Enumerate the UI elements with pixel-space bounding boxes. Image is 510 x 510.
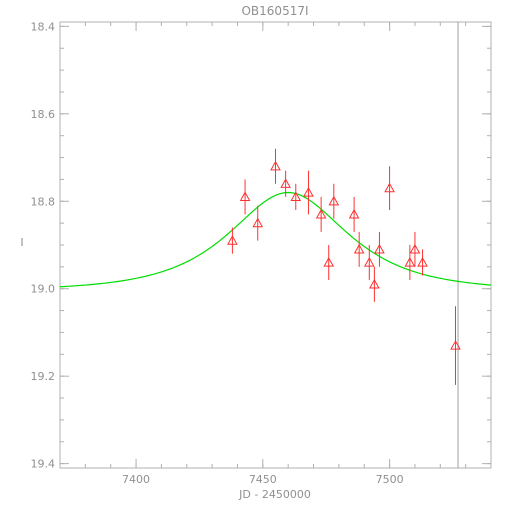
data-point-triangle	[239, 191, 251, 202]
y-tick-label: 19.4	[31, 458, 56, 471]
data-point-triangle	[409, 243, 421, 254]
data-points-layer	[227, 148, 461, 385]
x-tick-label: 7450	[249, 473, 277, 486]
model-curve-layer	[59, 191, 492, 288]
data-point-triangle	[450, 340, 461, 350]
y-axis-label: I	[20, 236, 23, 249]
y-tick-label: 18.8	[31, 195, 56, 208]
y-tick-label: 19.2	[31, 370, 56, 383]
data-point-triangle	[280, 178, 291, 188]
data-point-triangle	[303, 186, 314, 197]
data-point-triangle	[353, 243, 365, 254]
y-tick-label: 18.6	[31, 108, 56, 121]
data-point-triangle	[417, 256, 428, 267]
model-curve	[59, 191, 492, 288]
data-point-triangle	[323, 256, 335, 267]
x-tick-label: 7400	[122, 473, 150, 486]
data-point-triangle	[270, 160, 281, 171]
y-tick-label: 18.4	[31, 20, 56, 33]
data-point-triangle	[328, 195, 340, 206]
x-tick-label: 7500	[376, 473, 404, 486]
data-point-triangle	[404, 256, 416, 267]
plot-axes: 7400 7450 7500 18.4 18.6 18.8 19.0 19.2 19.4	[31, 20, 492, 486]
plot-frame	[59, 21, 492, 469]
data-point-triangle	[252, 217, 264, 228]
chart-title: OB160517I	[241, 4, 308, 18]
data-point-triangle	[227, 235, 238, 245]
data-point-triangle	[369, 278, 380, 289]
data-point-triangle	[315, 208, 327, 219]
data-point-triangle	[290, 191, 302, 202]
x-axis-label: JD - 2450000	[238, 488, 311, 501]
y-tick-label: 19.0	[31, 283, 56, 296]
data-point-triangle	[363, 256, 375, 267]
data-point-triangle	[374, 243, 385, 254]
data-point-triangle	[348, 208, 360, 219]
data-point-triangle	[384, 182, 395, 193]
